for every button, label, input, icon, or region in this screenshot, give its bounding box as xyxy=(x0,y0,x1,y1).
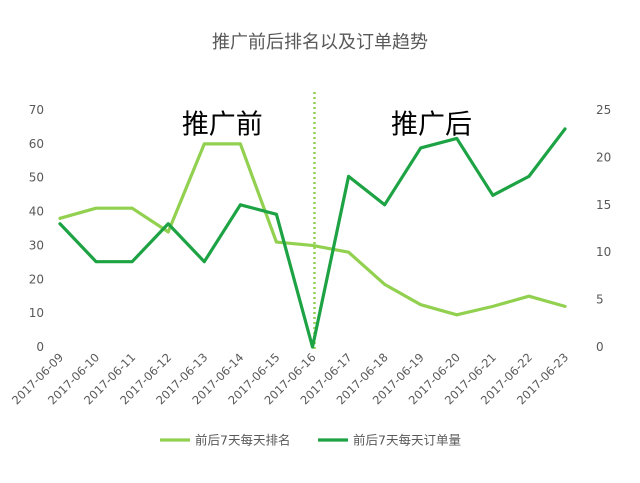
data-point xyxy=(311,345,314,349)
data-point xyxy=(383,203,387,207)
data-point xyxy=(347,174,350,178)
annotations: 推广前 推广后 xyxy=(182,110,472,141)
left-axis-tick-label: 0 xyxy=(36,340,44,354)
data-point xyxy=(491,193,495,197)
legend-label: 前后7天每天排名 xyxy=(195,433,290,448)
data-point xyxy=(563,304,567,308)
left-axis-ticks: 0 10 20 30 40 50 60 70 xyxy=(29,103,44,354)
left-axis-tick-label: 10 xyxy=(29,306,44,320)
right-axis-tick-label: 25 xyxy=(596,103,611,117)
annotation-label: 推广前 xyxy=(182,110,263,141)
left-axis-tick-label: 70 xyxy=(29,103,44,117)
right-axis-tick-label: 5 xyxy=(596,293,604,307)
data-point xyxy=(202,142,206,146)
right-axis-ticks: 0 5 10 15 20 25 xyxy=(596,103,611,354)
series-lines xyxy=(58,127,567,349)
data-point xyxy=(94,260,98,264)
x-axis-ticks: 2017-06-092017-06-102017-06-112017-06-12… xyxy=(9,350,571,407)
series-line-1 xyxy=(58,142,567,317)
data-point xyxy=(238,203,242,207)
data-point xyxy=(166,222,170,226)
legend: 前后7天每天排名 前后7天每天订单量 xyxy=(160,433,461,448)
data-point xyxy=(419,146,423,150)
data-point xyxy=(347,250,350,254)
data-point xyxy=(130,206,134,210)
data-point xyxy=(527,294,531,298)
right-axis-tick-label: 0 xyxy=(596,340,604,354)
data-point xyxy=(527,174,531,178)
data-point xyxy=(491,304,495,308)
data-point xyxy=(275,240,278,244)
data-point xyxy=(94,206,98,210)
data-point xyxy=(130,260,134,264)
data-point xyxy=(166,230,170,234)
data-point xyxy=(311,244,314,247)
data-point xyxy=(275,212,278,216)
right-axis-tick-label: 20 xyxy=(596,150,611,164)
data-point xyxy=(419,303,423,307)
data-point xyxy=(58,216,62,220)
right-axis-tick-label: 15 xyxy=(596,198,611,212)
left-axis-tick-label: 50 xyxy=(29,171,44,185)
data-point xyxy=(238,142,242,146)
left-axis-tick-label: 40 xyxy=(29,205,44,219)
data-point xyxy=(563,127,567,131)
legend-label: 前后7天每天订单量 xyxy=(353,433,461,448)
chart-title: 推广前后排名以及订单趋势 xyxy=(212,32,428,53)
data-point xyxy=(58,222,62,226)
annotation-label: 推广后 xyxy=(391,110,472,141)
data-point xyxy=(455,137,459,140)
series-line-2 xyxy=(58,127,567,349)
left-axis-tick-label: 60 xyxy=(29,137,44,151)
left-axis-tick-label: 20 xyxy=(29,272,44,286)
left-axis-tick-label: 30 xyxy=(29,238,44,252)
data-point xyxy=(202,260,206,264)
right-axis-tick-label: 10 xyxy=(596,245,611,259)
data-point xyxy=(455,313,459,317)
data-point xyxy=(383,282,387,286)
